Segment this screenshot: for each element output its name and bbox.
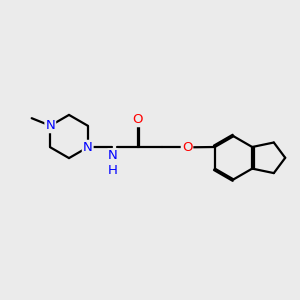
Text: O: O — [182, 141, 192, 154]
Text: N: N — [45, 119, 55, 132]
Text: O: O — [133, 113, 143, 126]
Text: N: N — [83, 141, 93, 154]
Text: N
H: N H — [108, 149, 118, 177]
